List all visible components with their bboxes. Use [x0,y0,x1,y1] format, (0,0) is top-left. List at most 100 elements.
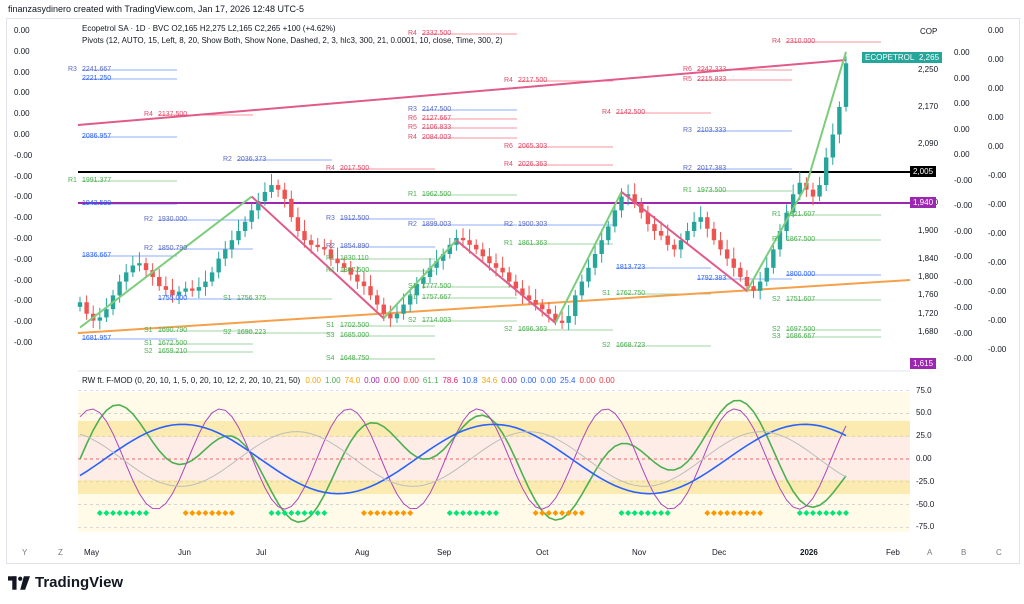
osc-line-grey [79,431,847,487]
osc-signal-dot [321,510,328,516]
osc-signal-dot [116,510,123,516]
time-axis-label: Sep [437,548,452,557]
osc-signal-dot [572,510,579,516]
candle-body [249,210,254,222]
ticker-tag: ECOPETROL [862,52,918,63]
pivot-value: 2036.373 [237,156,267,163]
pivot-value: 1685.000 [340,332,370,339]
candle-body [394,313,400,319]
indicator-value: 0.00 [599,376,615,385]
corner-button-z[interactable]: Z [58,548,63,557]
right-axis3-label: -0.00 [988,229,1007,238]
pivot-tag: R3 [68,66,77,73]
candle-body [500,267,505,273]
zigzag-segment [79,195,253,329]
pivot-tag: S2 [772,296,781,303]
pivot-tag: S1 [602,290,611,297]
candle-body [77,302,83,307]
candle-body [652,224,657,232]
candle-body [599,240,604,254]
candle-body [216,258,221,273]
pivot-value: 1696.363 [518,326,548,333]
candle-body [163,286,169,290]
right-axis2-label: 0.00 [954,73,970,83]
pivot-value: 1943.500 [82,200,112,207]
indicator-values: 0.00 1.00 74.0 0.00 0.00 0.00 61.1 78.6 10.8 34.6… [305,376,618,385]
right-axis3-label: -0.00 [988,200,1007,209]
osc-signal-dot [539,510,546,516]
right-axis2-label: 0.00 [954,150,970,159]
osc-signal-dot [757,510,764,516]
osc-signal-dot [453,510,460,516]
candle-body [645,212,651,225]
indicator-value: 0.00 [579,376,596,385]
pivot-value: 1962.500 [422,191,452,198]
right-axis2-label: -0.00 [954,175,973,185]
price-axis-label: 1,680 [918,327,939,337]
candle-body [830,134,835,158]
osc-signal-dot [407,510,414,516]
left-axis-label: 0.00 [14,46,30,56]
indicator-value: 0.00 [540,376,556,385]
corner-button-a[interactable]: A [927,548,933,557]
right-axis2-label: -0.00 [954,252,973,261]
candle-body [203,281,208,288]
osc-signal-dot [743,510,750,516]
candle-body [368,286,373,296]
corner-button-c[interactable]: C [996,548,1002,557]
pivot-tag: R4 [504,77,513,84]
pivot-tag: S1 [408,283,417,290]
pivot-value: 2310.000 [786,38,816,45]
candle-body [625,194,631,197]
osc-signal-dot [446,510,453,516]
osc-signal-dot [796,510,803,516]
pivot-tag: S1 [144,340,153,347]
pivot-value: 1830.110 [340,255,369,262]
corner-button-y[interactable]: Y [22,548,28,557]
right-axis2-label: 0.00 [954,124,970,134]
pivot-tag: R2 [408,221,417,228]
candle-body [513,281,519,289]
candle-body [612,210,618,227]
pivot-tag: R4 [408,30,417,37]
osc-signal-dot [565,510,572,516]
candle-body [414,283,419,296]
candle-body [335,258,340,264]
zigzag-segment [554,191,623,324]
candle-body [540,304,545,310]
price-axis-label: 1,840 [918,253,939,263]
candle-body [289,198,294,218]
pivot-value: 2017.383 [697,165,727,172]
osc-signal-dot [281,510,288,516]
candle-body [573,295,578,317]
time-axis-label: Aug [355,548,370,557]
osc-signal-dot [129,510,136,516]
candle-body [553,313,558,321]
symbol-legend: Ecopetrol SA · 1D · BVC O2,165 H2,275 L2… [82,24,336,33]
time-axis-label: 2026 [800,548,818,557]
pivot-tag: R4 [408,134,417,141]
pivot-tag: R4 [772,38,781,45]
tradingview-logo-icon [8,575,30,590]
pivot-tag: R1 [772,211,781,218]
candle-body [757,281,763,291]
ticker-name: ECOPETROL [865,53,915,62]
time-axis-label: Nov [632,548,647,557]
osc-signal-dot [110,510,117,516]
osc-signal-dot [836,510,843,516]
osc-signal-dot [275,510,282,516]
corner-button-b[interactable]: B [961,548,967,557]
candle-body [672,244,677,250]
pivot-tag: R6 [408,115,417,122]
osc-signal-dot [631,510,638,516]
pivot-tag: S3 [326,332,335,339]
osc-signal-dot [103,510,110,516]
candle-body [559,320,565,323]
candle-body [507,272,512,282]
pivot-value: 1900.303 [518,221,548,228]
lower-trendline [77,279,911,334]
left-axis-label: -0.00 [14,150,33,160]
pivot-value: 2084.003 [422,134,452,141]
pivot-tag: R2 [326,243,335,250]
